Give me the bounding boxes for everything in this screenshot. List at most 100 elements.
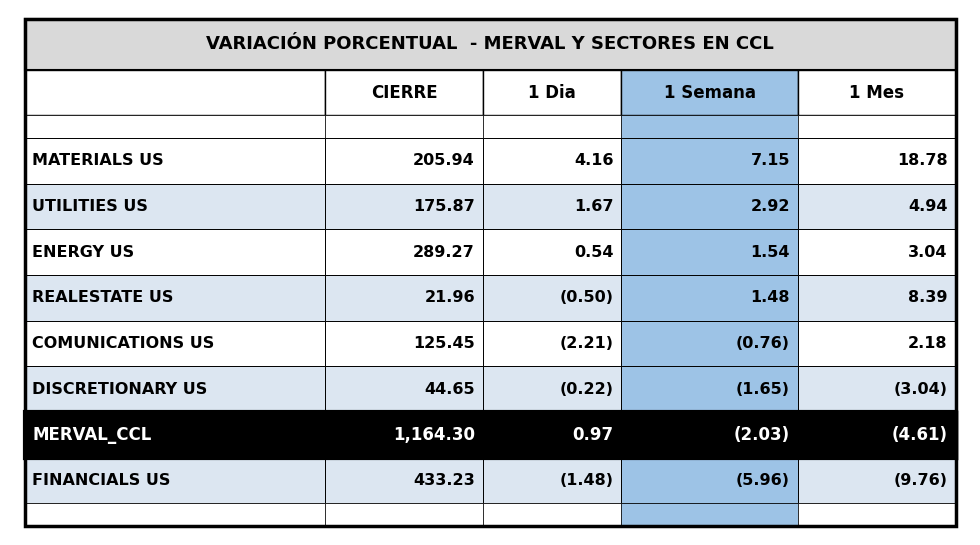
Text: (3.04): (3.04) — [894, 382, 948, 397]
Bar — [798, 70, 956, 116]
Bar — [621, 116, 798, 138]
Bar — [325, 275, 483, 320]
Text: 4.94: 4.94 — [908, 199, 948, 214]
Bar — [325, 320, 483, 366]
Bar — [798, 184, 956, 229]
Bar — [798, 275, 956, 320]
Bar — [621, 138, 798, 184]
Text: 0.97: 0.97 — [572, 426, 613, 444]
Bar — [325, 412, 483, 457]
Bar — [24, 412, 325, 457]
Bar — [483, 503, 621, 526]
Text: (2.21): (2.21) — [560, 336, 613, 351]
Text: (0.22): (0.22) — [560, 382, 613, 397]
Text: 1.67: 1.67 — [574, 199, 613, 214]
Text: 3.04: 3.04 — [908, 245, 948, 260]
Text: 2.92: 2.92 — [751, 199, 790, 214]
Text: 205.94: 205.94 — [414, 154, 475, 168]
Bar — [483, 457, 621, 503]
Bar — [24, 19, 956, 70]
Bar — [24, 503, 325, 526]
Bar — [325, 138, 483, 184]
Text: 125.45: 125.45 — [414, 336, 475, 351]
Bar — [325, 366, 483, 412]
Bar — [621, 184, 798, 229]
Bar — [483, 138, 621, 184]
Bar — [325, 457, 483, 503]
Text: 44.65: 44.65 — [424, 382, 475, 397]
Text: CIERRE: CIERRE — [370, 83, 437, 101]
Text: VARIACIÓN PORCENTUAL  - MERVAL Y SECTORES EN CCL: VARIACIÓN PORCENTUAL - MERVAL Y SECTORES… — [206, 35, 774, 53]
Bar — [621, 70, 798, 116]
Bar — [483, 275, 621, 320]
Bar — [24, 184, 325, 229]
Text: 2.18: 2.18 — [908, 336, 948, 351]
Text: 18.78: 18.78 — [897, 154, 948, 168]
Bar — [621, 275, 798, 320]
Bar — [483, 116, 621, 138]
Bar — [24, 366, 325, 412]
Bar — [483, 70, 621, 116]
Text: REALESTATE US: REALESTATE US — [32, 290, 173, 305]
Bar — [325, 229, 483, 275]
Bar — [798, 503, 956, 526]
Bar — [325, 503, 483, 526]
Bar — [798, 457, 956, 503]
Text: 175.87: 175.87 — [414, 199, 475, 214]
Bar — [24, 457, 325, 503]
Text: 433.23: 433.23 — [414, 473, 475, 488]
Text: (0.76): (0.76) — [736, 336, 790, 351]
Text: MATERIALS US: MATERIALS US — [32, 154, 164, 168]
Bar — [483, 412, 621, 457]
Bar — [621, 457, 798, 503]
Bar — [24, 138, 325, 184]
Text: (9.76): (9.76) — [894, 473, 948, 488]
Bar — [483, 320, 621, 366]
Bar — [621, 366, 798, 412]
Bar — [483, 184, 621, 229]
Text: ENERGY US: ENERGY US — [32, 245, 134, 260]
Text: UTILITIES US: UTILITIES US — [32, 199, 148, 214]
Bar — [798, 320, 956, 366]
Bar — [798, 366, 956, 412]
Text: 1 Mes: 1 Mes — [850, 83, 905, 101]
Text: 1.54: 1.54 — [751, 245, 790, 260]
Bar — [325, 184, 483, 229]
Text: 1,164.30: 1,164.30 — [393, 426, 475, 444]
Text: 289.27: 289.27 — [414, 245, 475, 260]
Bar — [621, 412, 798, 457]
Bar — [24, 70, 325, 116]
Text: 1 Semana: 1 Semana — [663, 83, 756, 101]
Text: (4.61): (4.61) — [892, 426, 948, 444]
Bar — [621, 503, 798, 526]
Bar — [621, 320, 798, 366]
Text: 0.54: 0.54 — [574, 245, 613, 260]
Bar — [325, 70, 483, 116]
Text: DISCRETIONARY US: DISCRETIONARY US — [32, 382, 208, 397]
Text: 7.15: 7.15 — [751, 154, 790, 168]
Bar — [24, 412, 956, 457]
Text: 8.39: 8.39 — [908, 290, 948, 305]
Bar — [798, 138, 956, 184]
Bar — [621, 229, 798, 275]
Text: 1.48: 1.48 — [751, 290, 790, 305]
Text: (1.65): (1.65) — [736, 382, 790, 397]
Text: (5.96): (5.96) — [736, 473, 790, 488]
Text: 21.96: 21.96 — [424, 290, 475, 305]
Text: (2.03): (2.03) — [734, 426, 790, 444]
Text: MERVAL_CCL: MERVAL_CCL — [32, 426, 152, 444]
Bar — [24, 229, 325, 275]
Bar — [24, 275, 325, 320]
Text: COMUNICATIONS US: COMUNICATIONS US — [32, 336, 215, 351]
Text: 4.16: 4.16 — [574, 154, 613, 168]
Bar — [325, 116, 483, 138]
Text: (1.48): (1.48) — [560, 473, 613, 488]
Text: 1 Dia: 1 Dia — [528, 83, 576, 101]
Bar — [798, 229, 956, 275]
Bar — [798, 116, 956, 138]
Bar — [483, 366, 621, 412]
Bar — [798, 412, 956, 457]
Bar — [483, 229, 621, 275]
Bar — [24, 116, 325, 138]
Bar — [24, 320, 325, 366]
